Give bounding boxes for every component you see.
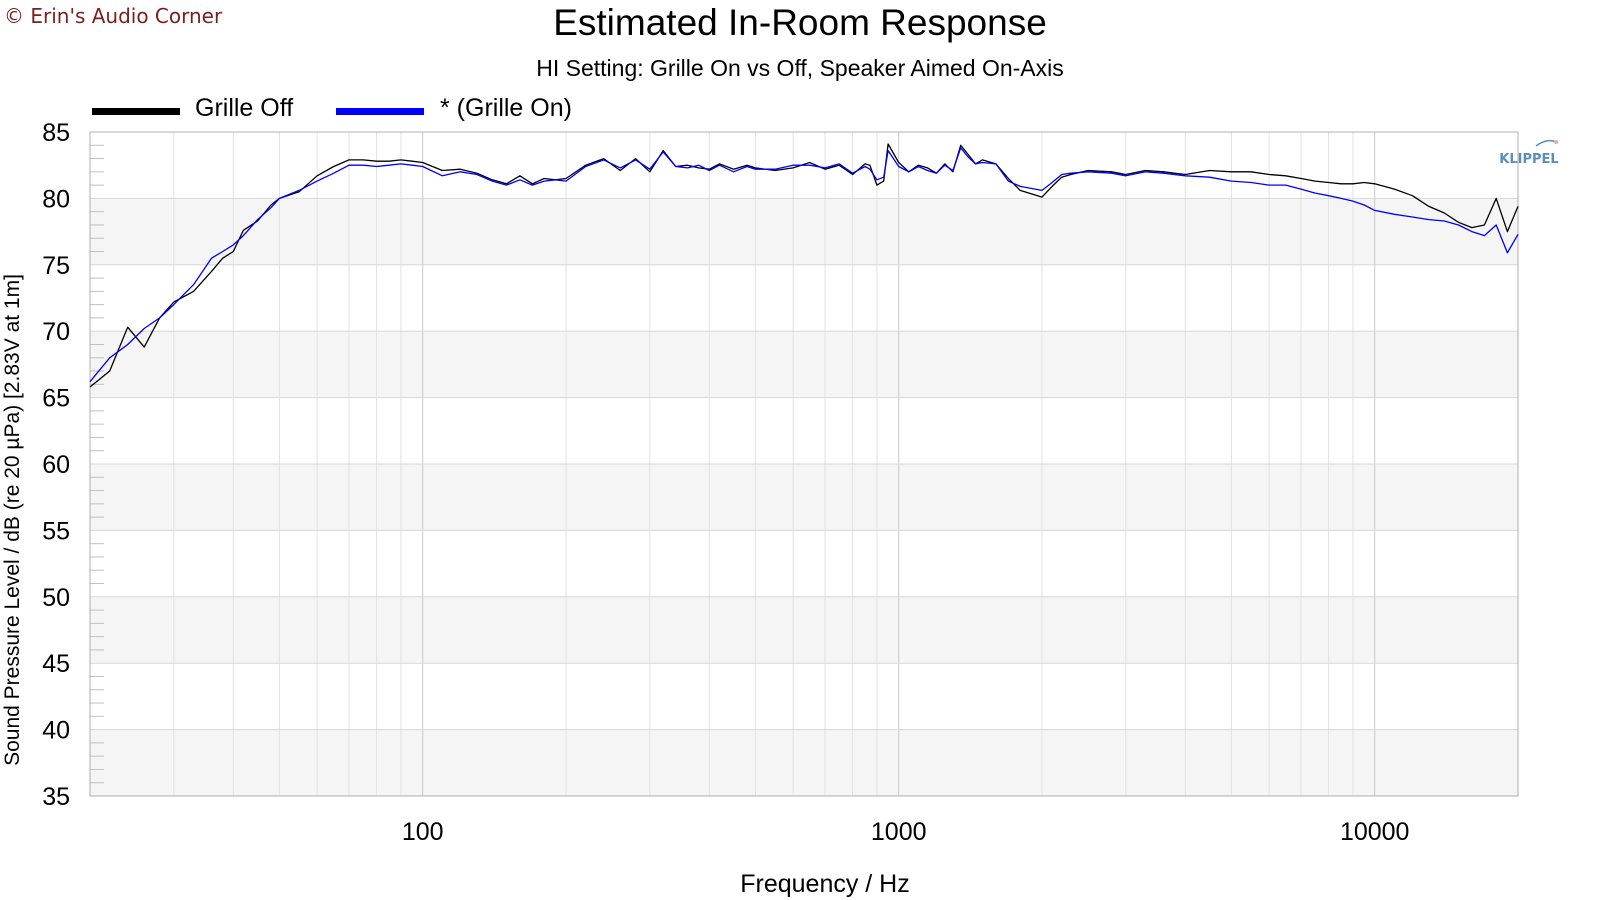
band-45-50 (90, 596, 1518, 664)
y-tick-label-65: 65 (42, 385, 70, 413)
x-tick-label-100: 100 (402, 818, 444, 846)
x-tick-label-1000: 1000 (871, 818, 927, 846)
copyright-text: © Erin's Audio Corner (4, 4, 223, 28)
y-tick-label-75: 75 (42, 252, 70, 280)
y-tick-label-45: 45 (42, 650, 70, 678)
y-minor-ticks (90, 144, 104, 784)
y-tick-label-70: 70 (42, 318, 70, 346)
chart-bands (90, 198, 1518, 796)
legend-swatch-grille-off (92, 108, 180, 115)
y-tick-label-35: 35 (42, 783, 70, 811)
series-layer (89, 143, 1519, 388)
band-65-70 (90, 331, 1518, 398)
chart-title: Estimated In-Room Response (553, 2, 1047, 43)
legend-label-grille-on: * (Grille On) (440, 94, 572, 122)
y-axis-label: Sound Pressure Level / dB (re 20 µPa) [2… (1, 274, 24, 766)
y-tick-label-85: 85 (42, 119, 70, 147)
band-35-40 (90, 729, 1518, 796)
plot-frame (89, 131, 1519, 797)
band-55-60 (90, 464, 1518, 531)
chart-subtitle: HI Setting: Grille On vs Off, Speaker Ai… (536, 55, 1064, 81)
x-tick-label-10000: 10000 (1340, 818, 1410, 846)
series-line-grille-on (89, 147, 1519, 383)
chart-major-grid (90, 131, 1518, 797)
band-75-80 (90, 198, 1518, 265)
y-tick-label-40: 40 (42, 717, 70, 745)
y-tick-label-55: 55 (42, 517, 70, 545)
series-line-grille-off (89, 143, 1519, 388)
legend-swatch-grille-on (336, 108, 424, 115)
y-tick-label-80: 80 (42, 185, 70, 213)
y-tick-labels: 35 40 45 50 55 60 65 70 75 80 85 (42, 119, 70, 811)
klippel-logo: KLIPPEL (1499, 139, 1559, 167)
x-axis-label: Frequency / Hz (740, 870, 910, 898)
klippel-logo-text: KLIPPEL (1499, 152, 1558, 167)
legend-label-grille-off: Grille Off (195, 94, 294, 122)
x-tick-labels: 100 1000 10000 (402, 818, 1410, 846)
y-tick-label-60: 60 (42, 451, 70, 479)
y-tick-label-50: 50 (42, 584, 70, 612)
